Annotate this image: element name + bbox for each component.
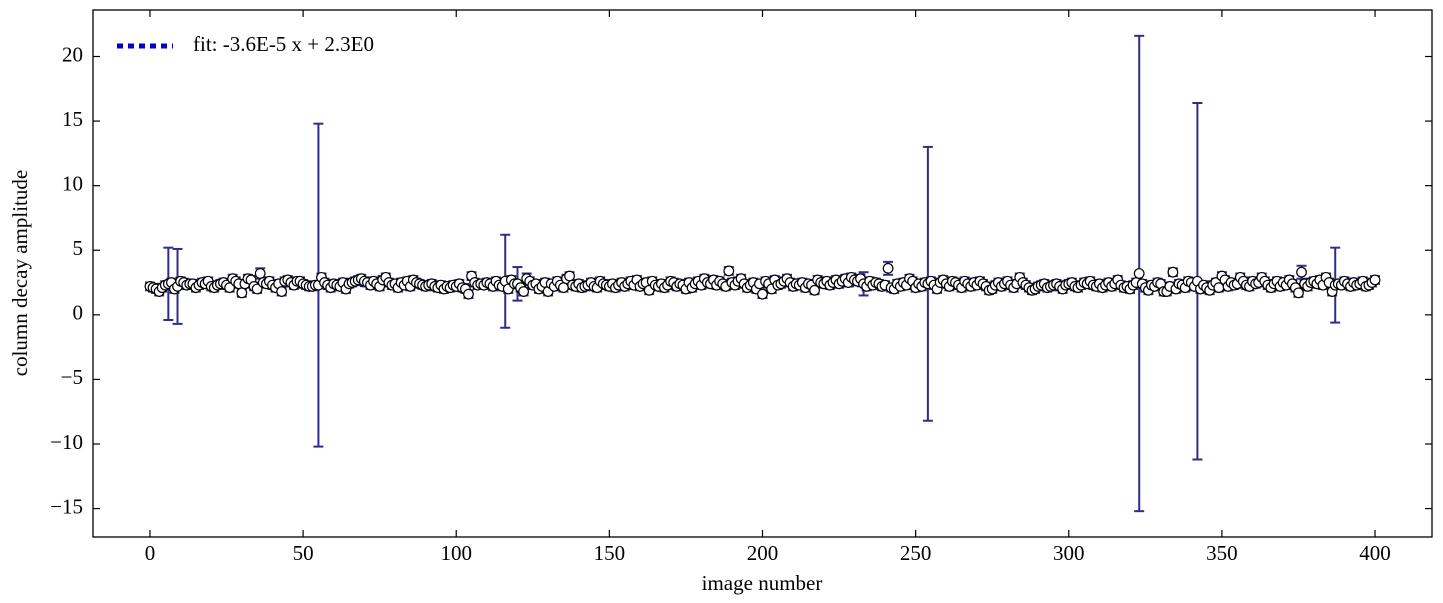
point xyxy=(1167,266,1179,278)
point xyxy=(1133,268,1145,279)
x-tick-label: 300 xyxy=(1053,541,1085,565)
point xyxy=(463,288,474,300)
point xyxy=(254,268,266,279)
y-tick-label: 10 xyxy=(62,171,83,195)
x-tick-label: 150 xyxy=(594,541,626,565)
legend-label: fit: -3.6E-5 x + 2.3E0 xyxy=(193,32,374,56)
point xyxy=(882,262,894,274)
point xyxy=(723,265,735,277)
point xyxy=(236,287,248,299)
y-tick-label: 5 xyxy=(73,236,84,260)
point xyxy=(251,283,263,295)
x-tick-label: 200 xyxy=(747,541,779,565)
x-tick-label: 0 xyxy=(145,541,156,565)
point xyxy=(1293,287,1304,299)
x-tick-label: 50 xyxy=(293,541,314,565)
x-tick-label: 350 xyxy=(1206,541,1238,565)
y-tick-label: −15 xyxy=(50,494,83,518)
y-tick-label: −5 xyxy=(61,365,83,389)
y-tick-label: 0 xyxy=(73,301,84,325)
x-tick-label: 250 xyxy=(900,541,932,565)
point xyxy=(558,282,569,294)
y-tick-label: −10 xyxy=(50,430,83,454)
point xyxy=(518,286,530,297)
y-tick-label: 20 xyxy=(62,42,83,66)
x-axis-label: image number xyxy=(702,571,823,595)
point xyxy=(276,286,288,297)
point xyxy=(564,270,575,282)
x-tick-label: 100 xyxy=(440,541,472,565)
point xyxy=(1369,274,1381,286)
point xyxy=(1296,266,1307,278)
y-axis-label: column decay amplitude xyxy=(8,170,32,376)
plot-frame xyxy=(92,9,1433,538)
x-tick-label: 400 xyxy=(1359,541,1391,565)
point xyxy=(757,288,768,300)
y-tick-label: 15 xyxy=(62,107,83,131)
point xyxy=(809,284,820,296)
